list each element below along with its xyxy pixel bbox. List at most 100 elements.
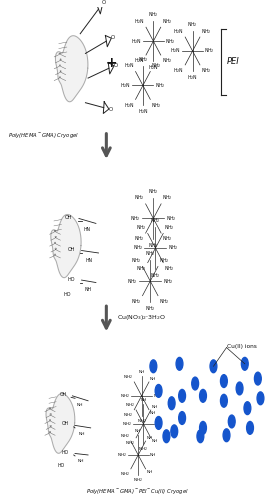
Text: O: O bbox=[111, 35, 115, 40]
Text: NH: NH bbox=[152, 404, 158, 408]
Text: NH: NH bbox=[152, 440, 158, 444]
Text: NH$_2$: NH$_2$ bbox=[162, 56, 172, 66]
Text: NH$_2$: NH$_2$ bbox=[138, 55, 148, 64]
Text: NH$_2$: NH$_2$ bbox=[165, 36, 176, 46]
Circle shape bbox=[179, 412, 186, 424]
Circle shape bbox=[192, 377, 199, 390]
Text: NH$_2$: NH$_2$ bbox=[145, 250, 155, 258]
Circle shape bbox=[223, 429, 230, 442]
Text: HO: HO bbox=[68, 276, 75, 281]
Text: NH$_2$: NH$_2$ bbox=[159, 297, 169, 306]
Text: H$_2$N: H$_2$N bbox=[170, 46, 181, 56]
Text: HO: HO bbox=[57, 464, 64, 468]
Text: NH$_2$: NH$_2$ bbox=[131, 256, 141, 265]
Text: H$_2$N: H$_2$N bbox=[174, 27, 184, 36]
Text: H$_2$N: H$_2$N bbox=[174, 66, 184, 75]
Text: NH: NH bbox=[79, 432, 86, 436]
Text: NH$_2$: NH$_2$ bbox=[136, 264, 147, 273]
Text: NH$_2$: NH$_2$ bbox=[131, 297, 141, 306]
Text: OH: OH bbox=[59, 392, 66, 397]
Text: HN: HN bbox=[83, 227, 90, 232]
Text: NH: NH bbox=[155, 422, 161, 426]
Circle shape bbox=[155, 416, 162, 430]
Circle shape bbox=[254, 372, 261, 385]
Text: H$_2$N: H$_2$N bbox=[124, 61, 134, 70]
Text: HN: HN bbox=[86, 258, 93, 262]
Text: O: O bbox=[114, 63, 118, 68]
Circle shape bbox=[247, 422, 253, 434]
Text: NH: NH bbox=[153, 394, 160, 398]
Text: OH: OH bbox=[68, 247, 75, 252]
Polygon shape bbox=[51, 214, 81, 278]
Circle shape bbox=[171, 425, 178, 438]
Text: NH: NH bbox=[139, 370, 145, 374]
Circle shape bbox=[257, 392, 264, 404]
Circle shape bbox=[200, 390, 206, 402]
Text: NH$_2$: NH$_2$ bbox=[151, 101, 162, 110]
Text: NH$_2$: NH$_2$ bbox=[164, 223, 175, 232]
Circle shape bbox=[179, 390, 186, 402]
Text: NH: NH bbox=[147, 470, 153, 474]
Circle shape bbox=[221, 374, 227, 388]
Text: NH$_2$: NH$_2$ bbox=[133, 244, 143, 252]
Circle shape bbox=[244, 402, 251, 414]
Text: H$_2$N: H$_2$N bbox=[131, 36, 141, 46]
Text: NH$_2$: NH$_2$ bbox=[155, 81, 165, 90]
Text: NH$_2$: NH$_2$ bbox=[123, 373, 133, 380]
Text: NH$_2$: NH$_2$ bbox=[162, 234, 173, 244]
Text: H$_2$N: H$_2$N bbox=[134, 17, 145, 26]
Text: NH$_2$: NH$_2$ bbox=[127, 276, 138, 285]
Text: HO: HO bbox=[63, 292, 71, 298]
Text: NH$_2$: NH$_2$ bbox=[187, 20, 198, 30]
Text: NH$_2$: NH$_2$ bbox=[139, 446, 148, 453]
Circle shape bbox=[228, 415, 235, 428]
Circle shape bbox=[163, 430, 170, 442]
Text: NH$_2$: NH$_2$ bbox=[120, 432, 130, 440]
Text: NH$_2$: NH$_2$ bbox=[148, 10, 159, 20]
Text: H$_2$N: H$_2$N bbox=[120, 81, 131, 90]
Text: Poly(HEMA$^-$GMA)$^-$PEI$^-$Cu(II) Cryogel: Poly(HEMA$^-$GMA)$^-$PEI$^-$Cu(II) Cryog… bbox=[86, 488, 189, 496]
Text: NH$_2$: NH$_2$ bbox=[134, 234, 145, 244]
Circle shape bbox=[155, 384, 162, 398]
Text: H$_2$N: H$_2$N bbox=[137, 107, 148, 116]
Text: NH$_2$: NH$_2$ bbox=[130, 214, 141, 223]
Circle shape bbox=[210, 360, 217, 372]
Text: NH$_2$: NH$_2$ bbox=[133, 476, 143, 484]
Text: NH: NH bbox=[78, 459, 84, 463]
Text: NH$_2$: NH$_2$ bbox=[204, 46, 215, 56]
Text: NH$_2$: NH$_2$ bbox=[201, 66, 211, 75]
Text: H$_2$N: H$_2$N bbox=[124, 101, 134, 110]
Text: NH: NH bbox=[140, 398, 147, 402]
Circle shape bbox=[150, 360, 157, 372]
Text: O: O bbox=[109, 107, 113, 112]
Text: NH$_2$: NH$_2$ bbox=[120, 392, 130, 400]
Text: NH$_2$: NH$_2$ bbox=[148, 187, 159, 196]
Text: NH$_2$: NH$_2$ bbox=[159, 256, 169, 265]
Text: NH$_2$: NH$_2$ bbox=[162, 17, 172, 26]
Text: NH: NH bbox=[150, 376, 156, 380]
Polygon shape bbox=[55, 36, 88, 102]
Text: NH$_2$: NH$_2$ bbox=[151, 61, 162, 70]
Text: NH$_2$: NH$_2$ bbox=[148, 241, 159, 250]
Text: NH$_2$: NH$_2$ bbox=[134, 194, 145, 202]
Text: +: + bbox=[106, 56, 117, 70]
Text: HO: HO bbox=[62, 450, 69, 454]
Text: NH$_2$: NH$_2$ bbox=[123, 411, 133, 419]
Text: PEI: PEI bbox=[227, 58, 240, 66]
Circle shape bbox=[236, 382, 243, 395]
Text: NH: NH bbox=[76, 403, 83, 407]
Text: Cu(NO$_3$)$_2$$\cdot$3H$_2$O: Cu(NO$_3$)$_2$$\cdot$3H$_2$O bbox=[117, 312, 165, 322]
Text: OH: OH bbox=[62, 422, 69, 426]
Text: OH: OH bbox=[65, 215, 72, 220]
Text: NH: NH bbox=[84, 287, 91, 292]
Text: NH$_2$: NH$_2$ bbox=[201, 27, 211, 36]
Text: NH$_2$: NH$_2$ bbox=[137, 418, 147, 425]
Text: NH: NH bbox=[150, 453, 156, 457]
Circle shape bbox=[200, 422, 206, 434]
Polygon shape bbox=[46, 394, 75, 454]
Text: NH$_2$: NH$_2$ bbox=[125, 401, 135, 408]
Circle shape bbox=[221, 394, 227, 407]
Text: NH$_2$: NH$_2$ bbox=[150, 216, 161, 226]
Text: NH$_2$: NH$_2$ bbox=[162, 194, 173, 202]
Text: NH$_2$: NH$_2$ bbox=[116, 451, 126, 459]
